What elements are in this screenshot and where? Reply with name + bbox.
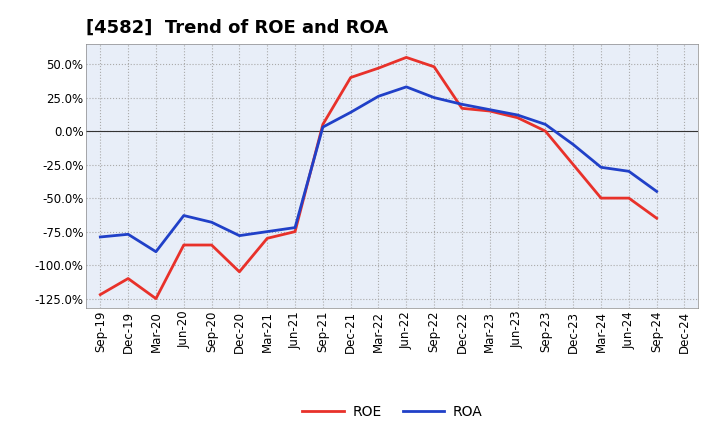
ROA [458, 102, 467, 107]
ROA [235, 233, 243, 238]
ROA [291, 225, 300, 230]
ROA [597, 165, 606, 170]
ROA [569, 142, 577, 147]
ROA [374, 94, 383, 99]
ROE [569, 162, 577, 167]
ROE [263, 236, 271, 241]
ROE [124, 276, 132, 281]
ROE [374, 66, 383, 71]
ROE [346, 75, 355, 80]
ROA [207, 220, 216, 225]
ROA [541, 122, 550, 127]
ROA [179, 213, 188, 218]
ROA [624, 169, 633, 174]
ROE [235, 269, 243, 275]
ROE [318, 122, 327, 127]
ROE [207, 242, 216, 248]
Legend: ROE, ROA: ROE, ROA [297, 400, 488, 425]
ROA [318, 125, 327, 130]
ROE [291, 229, 300, 234]
ROE [430, 64, 438, 70]
ROE [179, 242, 188, 248]
ROE [541, 128, 550, 134]
ROA [652, 189, 661, 194]
ROA [96, 235, 104, 240]
ROE [513, 115, 522, 121]
Text: [4582]  Trend of ROE and ROA: [4582] Trend of ROE and ROA [86, 19, 389, 37]
ROA [485, 107, 494, 112]
ROE [152, 296, 161, 301]
ROE [402, 55, 410, 60]
ROE [597, 195, 606, 201]
ROE [458, 106, 467, 111]
ROE [96, 292, 104, 297]
ROA [124, 231, 132, 237]
ROA [152, 249, 161, 254]
ROA [263, 229, 271, 234]
ROA [402, 84, 410, 89]
Line: ROA: ROA [100, 87, 657, 252]
ROA [346, 110, 355, 115]
ROE [652, 216, 661, 221]
ROA [513, 112, 522, 117]
ROE [624, 195, 633, 201]
ROA [430, 95, 438, 100]
ROE [485, 108, 494, 114]
Line: ROE: ROE [100, 57, 657, 299]
